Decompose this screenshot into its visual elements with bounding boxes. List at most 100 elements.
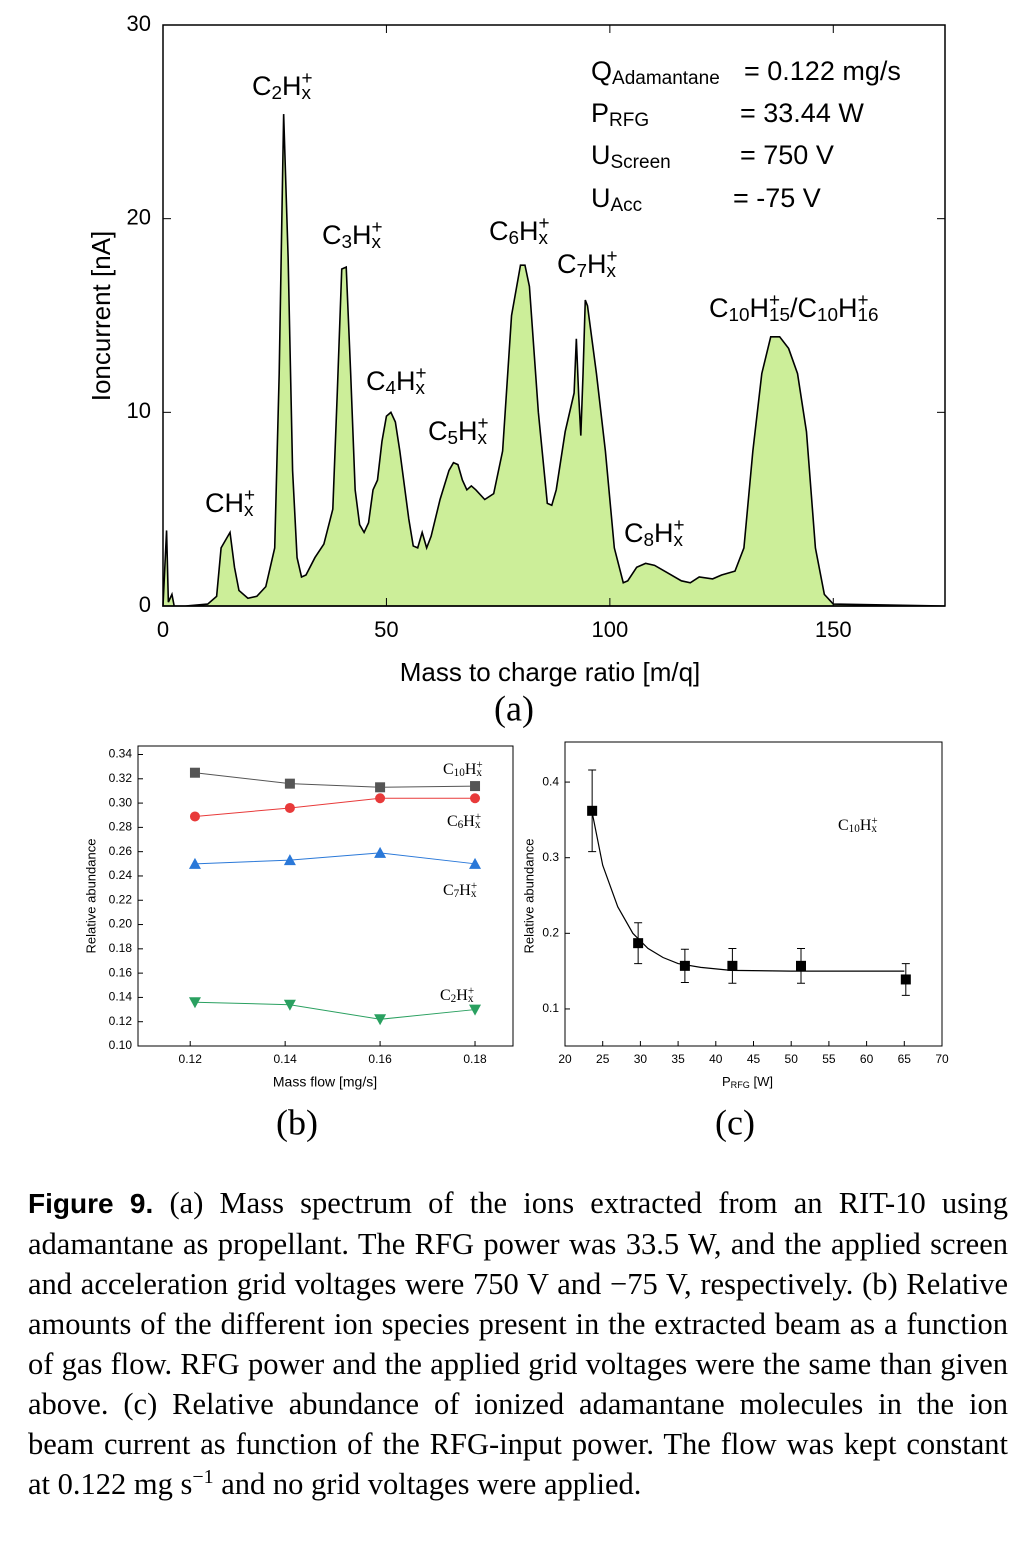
peak-label-part: CH [205, 488, 244, 518]
series-label-part: 10 [849, 823, 861, 835]
peak-label-part: + [478, 413, 489, 434]
peak-label-part: H [750, 293, 770, 323]
marker [900, 974, 911, 985]
series-label-part: x [471, 888, 477, 900]
series-label-part: C [443, 882, 454, 899]
marker [284, 802, 295, 813]
peak-label-part: + [769, 290, 780, 311]
x-axis-label: Mass to charge ratio [m/q] [400, 657, 701, 687]
parameter-subscript: Adamantane [612, 68, 720, 89]
caption: Figure 9. (a) Mass spectrum of the ions … [28, 1183, 1008, 1504]
x-tick-label: 55 [822, 1052, 836, 1066]
marker [375, 793, 386, 804]
marker [283, 854, 296, 866]
series-label-part: x [871, 823, 877, 835]
peak-label-part: x [372, 232, 382, 253]
panel-label: (a) [494, 688, 534, 728]
parameter-symbol-part: U [591, 183, 611, 213]
parameter-symbol: UScreen [591, 140, 671, 173]
peak-label-part: C [709, 293, 729, 323]
peak-label-part: H [396, 366, 416, 396]
y-tick-label: 0.20 [109, 917, 133, 931]
parameter-symbol: QAdamantane [591, 56, 720, 89]
peak-label-part: 3 [342, 232, 353, 253]
series-line [194, 1001, 476, 1020]
marker [679, 960, 690, 971]
peak-label-part: H [587, 249, 607, 279]
y-tick-label: 30 [127, 11, 151, 36]
y-axis-label: Relative abundance [83, 839, 98, 954]
y-tick-label: 0.24 [109, 868, 133, 882]
series-label-part: + [476, 759, 482, 771]
x-axis-label-part: P [722, 1074, 731, 1089]
marker [469, 1004, 482, 1016]
peak-label-part: x [478, 428, 488, 449]
x-tick-label: 0 [157, 617, 169, 642]
x-tick-label: 35 [671, 1052, 685, 1066]
series-label-part: H [860, 817, 872, 834]
peak-label-part: C [624, 518, 644, 548]
series-label-part: x [476, 767, 482, 779]
peak-label-part: + [539, 213, 550, 234]
peak-label-part: x [607, 261, 617, 282]
spectrum-area [162, 114, 946, 607]
marker [284, 778, 295, 789]
x-tick-label: 50 [374, 617, 398, 642]
peak-label-part: 7 [577, 261, 588, 282]
series-label: C7Hx+ [443, 880, 477, 900]
x-axis-label: Mass flow [mg/s] [273, 1074, 377, 1090]
x-tick-label: 20 [558, 1052, 572, 1066]
peak-label-part: x [539, 228, 549, 249]
x-tick-label: 25 [596, 1052, 610, 1066]
peak-label-part: + [416, 363, 427, 384]
y-tick-label: 0.26 [109, 844, 133, 858]
y-tick-label: 0.2 [542, 925, 559, 939]
parameter-symbol: PRFG [591, 98, 649, 131]
peak-label-part: 10 [817, 305, 838, 326]
x-tick-label: 0.18 [463, 1052, 487, 1066]
y-tick-label: 0.34 [109, 747, 133, 761]
marker [188, 997, 201, 1009]
x-tick-label: 30 [634, 1052, 648, 1066]
peak-label-part: 10 [729, 305, 750, 326]
x-tick-label: 0.14 [273, 1052, 297, 1066]
y-tick-label: 0.30 [109, 795, 133, 809]
series-label: C10Hx+ [838, 815, 878, 835]
peak-label: C10H15+/C10H16+ [709, 290, 879, 326]
parameter-symbol-part: P [591, 98, 609, 128]
marker [188, 857, 201, 869]
marker [469, 857, 482, 869]
series-label-part: 10 [454, 767, 466, 779]
peak-label-part: C [557, 249, 577, 279]
peak-label-part: + [858, 290, 869, 311]
y-tick-label: 0 [139, 592, 151, 617]
marker [283, 999, 296, 1011]
series-label: C2Hx+ [440, 985, 474, 1005]
peak-label-part: + [674, 515, 685, 536]
x-tick-label: 100 [591, 617, 628, 642]
peak-label: C6Hx+ [489, 213, 550, 249]
peak-label: C3Hx+ [322, 217, 383, 253]
peak-label: C5Hx+ [428, 413, 489, 449]
series-label-part: + [468, 985, 474, 997]
peak-label-part: x [244, 500, 254, 521]
y-tick-label: 0.4 [542, 774, 559, 788]
series-label-part: x [468, 993, 474, 1005]
y-tick-label: 0.18 [109, 941, 133, 955]
peak-label-part: H [654, 518, 674, 548]
peak-label-part: 4 [386, 378, 397, 399]
peak-label-part: C [428, 416, 448, 446]
marker [470, 793, 481, 804]
peak-label-part: 8 [644, 530, 655, 551]
peak-label: C4Hx+ [366, 363, 427, 399]
panel-label: (b) [276, 1102, 318, 1142]
peak-label-part: H [519, 216, 539, 246]
peak-label-part: + [607, 246, 618, 267]
peak-label-part: 6 [509, 228, 520, 249]
x-tick-label: 0.12 [179, 1052, 203, 1066]
marker [470, 781, 481, 792]
peak-label-part: 2 [272, 83, 283, 104]
peak-label-part: x [302, 83, 312, 104]
y-tick-label: 20 [127, 204, 151, 229]
